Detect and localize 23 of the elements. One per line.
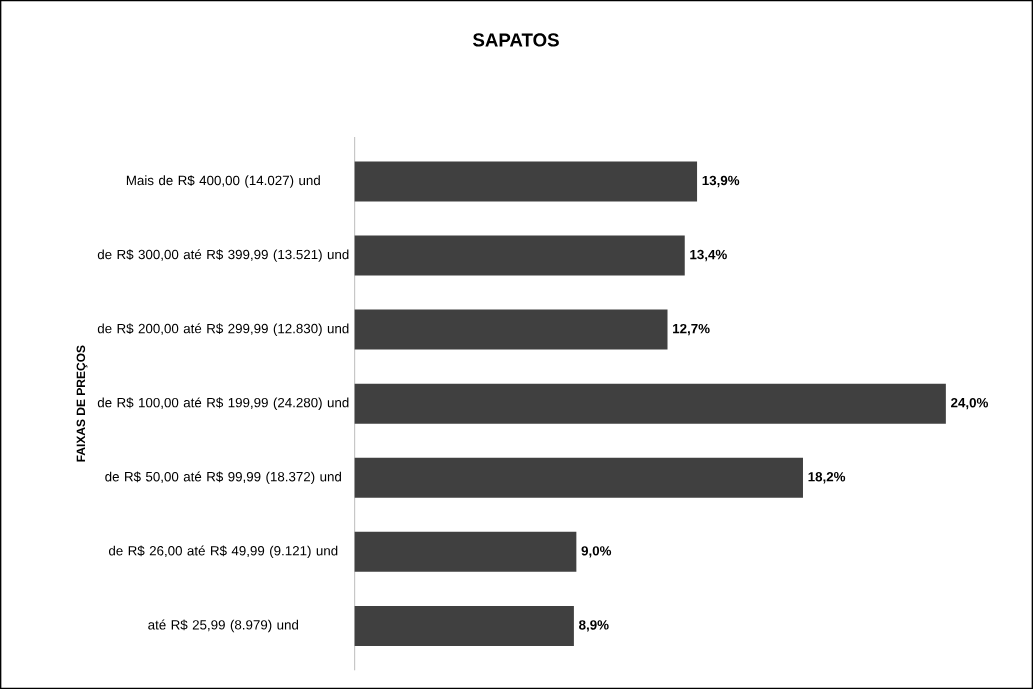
data-label: 24,0% [951,397,989,410]
bar [354,383,946,424]
data-label: 8,9% [579,620,609,632]
y-tick-label: de R$ 300,00 até R$ 399,99 (13.521) und [97,249,349,262]
data-label: 13,9% [702,175,740,188]
y-tick-label: de R$ 100,00 até R$ 199,99 (24.280) und [97,397,349,410]
bar [354,161,698,202]
y-tick-label: até R$ 25,99 (8.979) und [148,619,299,633]
y-tick-label: de R$ 200,00 até R$ 299,99 (12.830) und [97,323,349,336]
bar [354,531,577,572]
y-tick-label: de R$ 26,00 até R$ 49,99 (9.121) und [108,545,338,559]
bar [354,457,803,498]
bar [354,235,685,276]
bar [354,605,574,646]
data-label: 18,2% [808,472,846,484]
y-tick-label: de R$ 50,00 até R$ 99,99 (18.372) und [105,471,341,485]
y-axis-title: FAIXAS DE PREÇOS [76,345,88,462]
y-tick-label: Mais de R$ 400,00 (14.027) und [126,175,320,188]
data-label: 12,7% [673,323,710,336]
bar [354,309,668,350]
chart-title: SAPATOS [472,33,559,47]
data-label: 13,4% [690,249,727,262]
data-label: 9,0% [581,546,612,558]
